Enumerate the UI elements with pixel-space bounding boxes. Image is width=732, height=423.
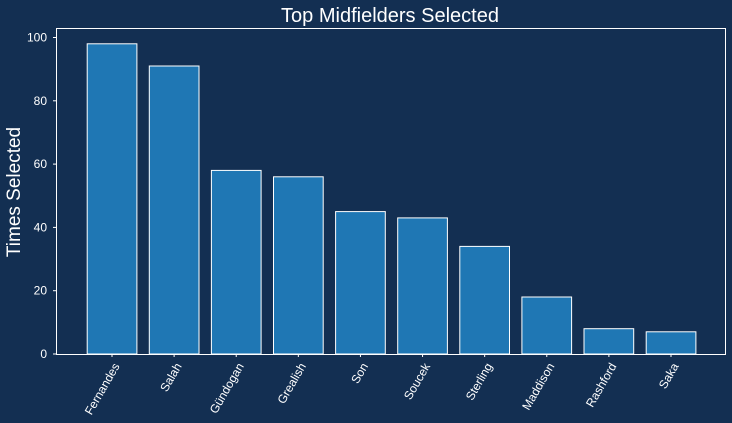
x-tick-label: Fernandes [82,361,123,418]
x-tick-label: Maddison [519,361,557,413]
bar [148,65,200,355]
bars-group [86,43,697,355]
y-tick-label: 100 [27,30,47,44]
bar [273,176,324,355]
plot-frame [56,28,726,355]
bar [397,217,448,355]
bar [210,169,262,355]
bar [335,211,386,355]
y-tick-label: 0 [40,347,47,361]
bar [521,296,573,355]
x-tick-label: Salah [157,361,184,395]
chart-title: Top Midfielders Selected [281,5,499,27]
x-axis: Fernandes Salah Gündogan Grealish Son Soucek S… [82,354,682,417]
x-tick-label: Sterling [463,361,495,403]
x-tick-label: Saka [656,360,682,391]
bar [583,328,635,355]
y-axis: 0 20 40 60 80 100 [27,30,56,361]
bar [86,43,138,355]
x-tick-label: Soucek [401,360,434,403]
y-axis-label: Times Selected [4,127,25,257]
bar [459,245,510,355]
y-tick-label: 80 [34,94,48,108]
y-tick-label: 40 [34,220,48,234]
x-tick-label: Son [348,361,371,386]
x-tick-label: Rashford [583,361,619,410]
x-tick-label: Grealish [274,361,308,407]
bar [645,331,697,355]
y-tick-label: 20 [34,284,48,298]
x-tick-label: Gündogan [207,361,247,417]
y-tick-label: 60 [34,157,48,171]
